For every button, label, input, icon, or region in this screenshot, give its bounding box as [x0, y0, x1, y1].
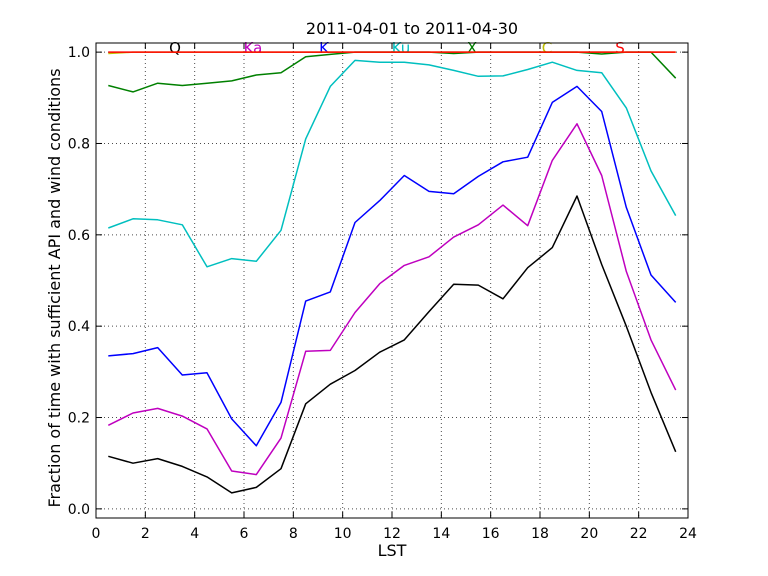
tick-labels: 0 2 4 6 8 10 12 14 16 18 20 22 240.00.20.40.60.81.0 — [68, 45, 697, 542]
x-axis-label: LST — [378, 541, 407, 560]
legend-label-s: S — [615, 39, 625, 57]
chart-title: 2011-04-01 to 2011-04-30 — [306, 19, 518, 38]
y-tick-label: 0.8 — [68, 136, 90, 152]
x-tick-label: 2 — [141, 526, 150, 542]
axis-ticks — [95, 43, 689, 518]
legend: Q Ka K Ku X C S — [169, 39, 625, 57]
legend-label-x: X — [467, 39, 477, 57]
x-tick-label: 20 — [580, 526, 598, 542]
x-tick-label: 12 — [383, 526, 401, 542]
series-line-ku — [108, 59, 677, 268]
x-tick-label: 24 — [679, 526, 697, 542]
y-tick-label: 0.0 — [68, 502, 90, 518]
x-tick-label: 14 — [432, 526, 450, 542]
y-tick-label: 0.4 — [68, 319, 90, 335]
x-tick-label: 16 — [482, 526, 500, 542]
legend-label-ka: Ka — [244, 39, 263, 57]
plot-frame — [95, 42, 689, 519]
series-lines — [107, 51, 677, 494]
series-line-q — [108, 195, 677, 494]
x-tick-label: 8 — [289, 526, 298, 542]
legend-label-c: C — [542, 39, 552, 57]
y-tick-label: 1.0 — [68, 45, 90, 61]
legend-label-k: K — [319, 39, 330, 57]
y-tick-label: 0.2 — [68, 411, 90, 427]
y-tick-label: 0.6 — [68, 228, 90, 244]
x-tick-label: 10 — [334, 526, 352, 542]
grid — [95, 43, 689, 518]
legend-label-ku: Ku — [392, 39, 411, 57]
series-line-ka — [107, 123, 677, 476]
y-axis-label: Fraction of time with sufficient API and… — [45, 68, 64, 507]
series-line-k — [108, 85, 677, 447]
legend-label-q: Q — [169, 39, 181, 57]
x-tick-label: 0 — [92, 526, 101, 542]
x-tick-label: 18 — [531, 526, 549, 542]
x-tick-label: 6 — [240, 526, 249, 542]
x-tick-label: 4 — [190, 526, 199, 542]
x-tick-label: 22 — [630, 526, 648, 542]
